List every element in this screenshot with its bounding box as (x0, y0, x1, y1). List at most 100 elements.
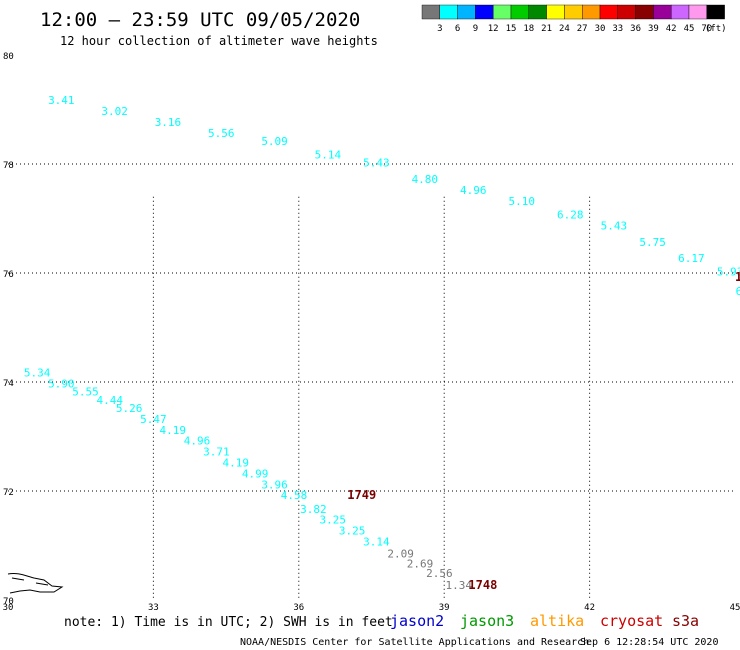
satellite-legend-altika: altika (530, 612, 584, 630)
wave-height-label: 5.34 (24, 367, 51, 380)
wave-height-label: 3.25 (319, 514, 346, 527)
wave-height-label: 4.19 (160, 424, 187, 437)
scale-label: 15 (506, 24, 517, 34)
wave-height-label: 3.14 (363, 536, 390, 549)
wave-height-label: 3.25 (339, 525, 366, 538)
scale-label: 33 (612, 24, 623, 34)
wave-height-label: 5.56 (208, 127, 235, 140)
scale-swatch (510, 4, 529, 20)
scale-swatch (475, 4, 494, 20)
lon-tick-label: 30 (3, 603, 14, 613)
scale-swatch (564, 4, 583, 20)
wave-height-label: 4.58 (281, 489, 308, 502)
lon-tick-label: 45 (730, 603, 740, 613)
wave-height-label: 4.96 (184, 435, 211, 448)
wave-height-label: 5.47 (140, 413, 167, 426)
scale-swatch (493, 4, 512, 20)
scale-swatch (688, 4, 707, 20)
lon-tick-label: 39 (439, 603, 450, 613)
wave-height-label: 2.56 (426, 567, 453, 580)
pass-time-label: 16 (735, 270, 740, 284)
lat-tick-label: 74 (3, 379, 14, 389)
map-frame (8, 55, 735, 600)
satellite-legend-jason3: jason3 (460, 612, 514, 630)
satellite-legend-jason2: jason2 (390, 612, 444, 630)
lat-lon-grid (8, 55, 735, 600)
wave-height-label: 6. (736, 285, 740, 298)
scale-swatch (582, 4, 601, 20)
wave-height-label: 1.34 (445, 579, 472, 592)
pass-time-labels: 1749 1748 16 (347, 270, 740, 592)
scale-swatch (653, 4, 672, 20)
scale-label: 18 (523, 24, 534, 34)
lat-tick-label: 80 (3, 52, 14, 62)
wave-height-label: 3.71 (203, 446, 230, 459)
scale-swatch (706, 4, 725, 20)
wave-height-label: 2.09 (387, 547, 414, 560)
lat-tick-label: 78 (3, 161, 14, 171)
scale-label: 9 (473, 24, 478, 34)
wave-height-label: 5.90 (48, 377, 75, 390)
scale-label: 3 (437, 24, 442, 34)
scale-label: 30 (595, 24, 606, 34)
wave-height-label: 5.26 (116, 402, 143, 415)
lon-tick-label: 42 (584, 603, 595, 613)
wave-height-label: 5.43 (601, 219, 628, 232)
wave-height-label: 5.55 (72, 386, 99, 399)
scale-label: 70 (701, 24, 712, 34)
wave-height-label: 5.93 (717, 266, 740, 279)
wave-height-label: 4.99 (242, 467, 269, 480)
lon-tick-label: 33 (148, 603, 159, 613)
wave-height-label: 2.69 (407, 557, 434, 570)
wave-height-label: 5.10 (508, 195, 535, 208)
scale-swatch (457, 4, 476, 20)
lon-tick-label: 36 (293, 603, 304, 613)
wave-height-label: 5.09 (261, 135, 288, 148)
lat-tick-label: 76 (3, 270, 14, 280)
units-note: note: 1) Time is in UTC; 2) SWH is in fe… (64, 615, 393, 630)
scale-label: 45 (684, 24, 695, 34)
wave-height-label: 3.02 (101, 105, 128, 118)
wave-height-label: 5.75 (639, 236, 666, 249)
scale-label: 27 (577, 24, 588, 34)
timestamp: Sep 6 12:28:54 UTC 2020 (580, 637, 718, 648)
wave-height-label: 4.80 (412, 173, 439, 186)
map-subtitle: 12 hour collection of altimeter wave hei… (60, 34, 378, 48)
wave-height-label: 3.16 (155, 116, 182, 129)
wave-height-label: 5.43 (363, 157, 390, 170)
axis-labels: 30 33 36 39 42 45 70 72 74 76 78 80 (3, 52, 740, 613)
coastline-outline (7, 573, 64, 594)
scale-swatch (439, 4, 458, 20)
color-scale-legend: 3 6 9 12 15 18 21 24 27 30 33 36 39 42 45 70(ft) (421, 4, 727, 34)
wave-height-label: 3.96 (261, 478, 288, 491)
pass-time-label: 1748 (468, 578, 497, 592)
scale-label: 42 (666, 24, 677, 34)
scale-swatch (671, 4, 690, 20)
scale-label: 39 (648, 24, 659, 34)
credit-line: NOAA/NESDIS Center for Satellite Applica… (240, 637, 589, 648)
wave-height-label: 6.28 (557, 209, 584, 222)
wave-height-label: 3.41 (48, 94, 75, 107)
wave-height-label: 4.19 (223, 456, 250, 469)
wave-height-label: 6.17 (678, 252, 705, 265)
satellite-legend-cryosat: cryosat (600, 612, 663, 630)
wave-height-label: 4.96 (460, 184, 487, 197)
scale-label: 36 (630, 24, 641, 34)
altimeter-observations: 3.41 3.02 3.16 5.56 5.09 5.14 5.43 4.80 4.96 5.10… (24, 94, 740, 592)
scale-label: 21 (541, 24, 552, 34)
map-title: 12:00 – 23:59 UTC 09/05/2020 (40, 9, 360, 31)
wave-height-label: 3.82 (300, 503, 327, 516)
scale-swatch (635, 4, 654, 20)
satellite-legend-s3a: s3a (672, 612, 699, 630)
scale-unit: (ft) (705, 24, 727, 34)
wave-height-label: 5.14 (315, 149, 342, 162)
scale-label: 6 (455, 24, 460, 34)
satellite-legend: jason2 jason3 altika cryosat s3a (390, 612, 699, 630)
scale-label: 12 (488, 24, 499, 34)
lat-tick-label: 72 (3, 488, 14, 498)
scale-swatch (546, 4, 565, 20)
wave-height-label: 4.44 (97, 394, 124, 407)
scale-swatch (617, 4, 636, 20)
scale-swatch (421, 4, 440, 20)
